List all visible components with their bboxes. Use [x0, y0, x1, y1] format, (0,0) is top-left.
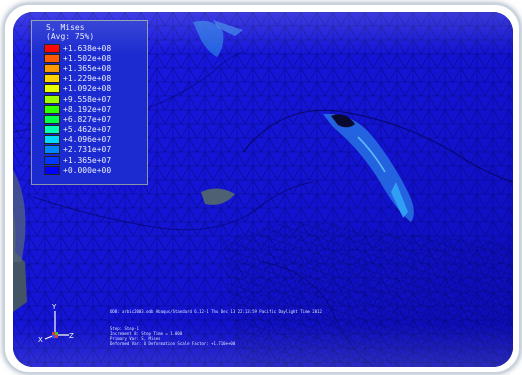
- status-odb-info: ODB: arbic2003.odb Abaqus/Standard 6.12-…: [110, 309, 322, 314]
- legend-swatch: [44, 74, 60, 84]
- triad-y-label: Y: [52, 303, 57, 311]
- legend-value-label: +1.365e+07: [63, 155, 112, 165]
- status-deformed-var: Deformed Var: U Deformation Scale Factor…: [110, 341, 236, 346]
- triad-x-label: X: [38, 336, 43, 344]
- contour-legend: S, Mises (Avg: 75%) +1.638e+08 +1.502e+08…: [31, 20, 148, 185]
- legend-swatch: [44, 94, 60, 104]
- fea-viewport[interactable]: S, Mises (Avg: 75%) +1.638e+08 +1.502e+08…: [13, 12, 513, 367]
- legend-swatch: [44, 125, 60, 135]
- legend-swatch: [44, 135, 60, 145]
- legend-swatch: [44, 104, 60, 114]
- legend-swatch: [44, 155, 60, 165]
- legend-swatch: [44, 145, 60, 155]
- legend-value-label: +5.462e+07: [63, 125, 112, 135]
- legend-value-label: +9.558e+07: [63, 94, 112, 104]
- legend-row: +1.502e+08: [44, 53, 111, 63]
- status-step: Step: Step-1: [110, 326, 139, 331]
- axis-triad: [44, 311, 69, 340]
- legend-title-averaging: (Avg: 75%): [46, 32, 95, 41]
- legend-row: +8.192e+07: [44, 104, 111, 114]
- legend-title: S, Mises (Avg: 75%): [46, 23, 94, 41]
- triad-z-label: Z: [69, 332, 74, 340]
- legend-row: +1.092e+08: [44, 84, 111, 94]
- legend-title-variable: S, Mises: [46, 23, 85, 32]
- legend-value-label: +4.096e+07: [63, 135, 112, 145]
- legend-swatch: [44, 84, 60, 94]
- legend-swatch: [44, 43, 60, 53]
- legend-row: +4.096e+07: [44, 135, 111, 145]
- legend-swatch: [44, 114, 60, 124]
- window-frame: S, Mises (Avg: 75%) +1.638e+08 +1.502e+08…: [3, 3, 521, 374]
- legend-row: +9.558e+07: [44, 94, 111, 104]
- legend-value-label: +6.827e+07: [63, 114, 112, 124]
- legend-value-label: +1.365e+08: [63, 63, 112, 73]
- legend-swatch: [44, 63, 60, 73]
- legend-rows: +1.638e+08 +1.502e+08 +1.365e+08 +1.229e+08…: [44, 43, 111, 175]
- legend-value-label: +2.731e+07: [63, 145, 112, 155]
- legend-row: +5.462e+07: [44, 125, 111, 135]
- legend-value-label: +0.000e+00: [63, 165, 112, 175]
- legend-row: +6.827e+07: [44, 114, 111, 124]
- status-primary-var: Primary Var: S, Mises: [110, 336, 161, 341]
- legend-value-label: +1.502e+08: [63, 53, 112, 63]
- legend-row: +1.365e+08: [44, 63, 111, 73]
- legend-row: +2.731e+07: [44, 145, 111, 155]
- legend-row: +0.000e+00: [44, 165, 111, 175]
- legend-swatch: [44, 53, 60, 63]
- triad-origin-green: [55, 332, 58, 335]
- legend-value-label: +8.192e+07: [63, 104, 112, 114]
- legend-value-label: +1.229e+08: [63, 74, 112, 84]
- legend-row: +1.365e+07: [44, 155, 111, 165]
- legend-row: +1.638e+08: [44, 43, 111, 53]
- status-increment: Increment 8: Step Time = 1.000: [110, 331, 183, 336]
- legend-row: +1.229e+08: [44, 74, 111, 84]
- legend-value-label: +1.638e+08: [63, 43, 112, 53]
- legend-value-label: +1.092e+08: [63, 84, 112, 94]
- triad-origin-blue: [52, 335, 55, 338]
- legend-swatch: [44, 165, 60, 175]
